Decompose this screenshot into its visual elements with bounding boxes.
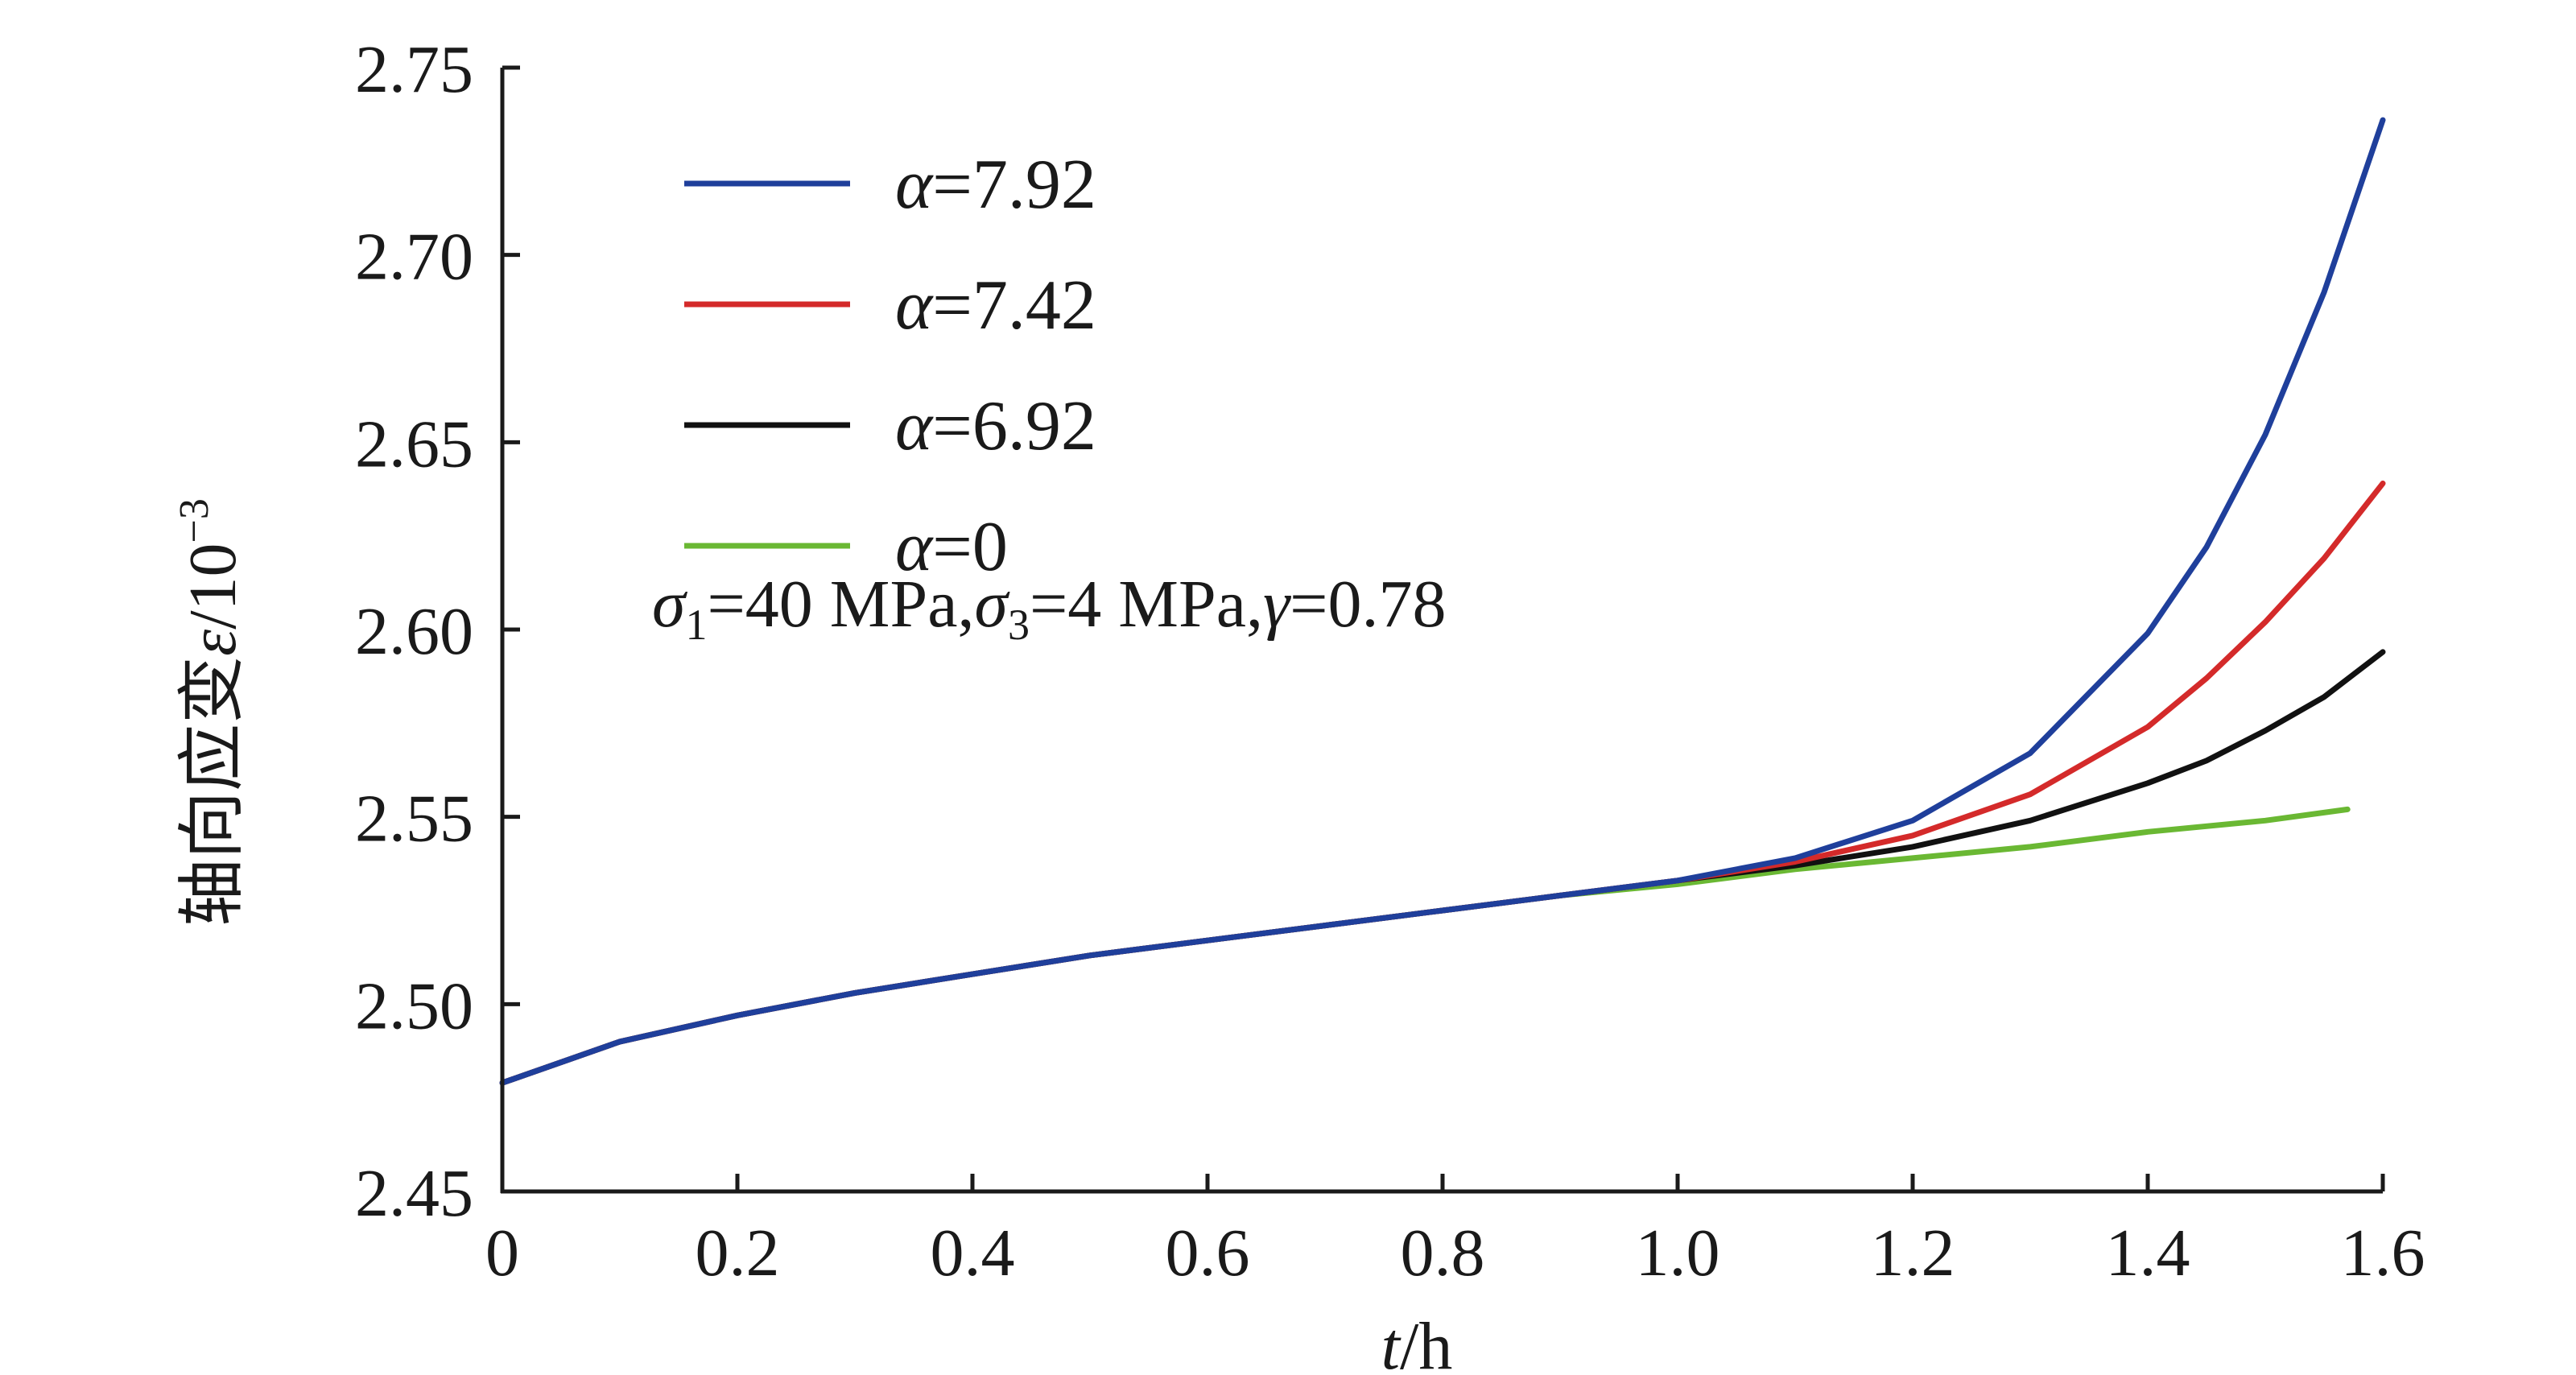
x-tick-label: 1.0 [1636,1216,1720,1290]
series-line [499,806,2351,1086]
legend-label: α=6.92 [895,387,1096,465]
y-ticks: 2.45 2.50 2.55 2.60 2.65 2.70 2.75 [355,32,520,1231]
y-tick-label: 2.50 [355,968,473,1043]
series-line [499,117,2386,1086]
y-tick-label: 2.60 [355,594,473,669]
legend: α=7.92 α=7.42 α=6.92 α=0 [684,146,1096,586]
x-axis-label: t/h [1381,1309,1453,1375]
x-tick-label: 0.2 [696,1216,780,1290]
x-tick-label: 1.4 [2106,1216,2190,1290]
y-tick-label: 2.65 [355,407,473,481]
x-ticks: 0 0.2 0.4 0.6 0.8 1.0 1.2 1.4 1.6 [485,1174,2425,1290]
x-tick-label: 1.2 [1871,1216,1955,1290]
legend-label: α=0 [895,508,1008,586]
y-axis-label: 轴向应变ε/10−3 [171,498,250,927]
x-tick-label: 0 [485,1216,519,1290]
x-tick-label: 0.8 [1401,1216,1485,1290]
legend-label: α=7.42 [895,266,1096,345]
series-layer [499,117,2386,1086]
series-line [499,649,2386,1086]
y-tick-label: 2.70 [355,220,473,295]
legend-label: α=7.92 [895,146,1096,224]
x-tick-label: 1.6 [2341,1216,2425,1290]
plot-area: 0 0.2 0.4 0.6 0.8 1.0 1.2 1.4 1.6 2.452.502.552.… [355,32,2425,1290]
y-tick-label: 2.55 [355,782,473,857]
x-tick-label: 0.6 [1166,1216,1250,1290]
parameter-annotation: σ1=40 MPa,σ3=4 MPa,γ=0.78 [652,567,1446,649]
y-tick-label: 2.45 [355,1156,473,1231]
x-tick-label: 0.4 [931,1216,1015,1290]
y-tick-label: 2.75 [355,32,473,107]
